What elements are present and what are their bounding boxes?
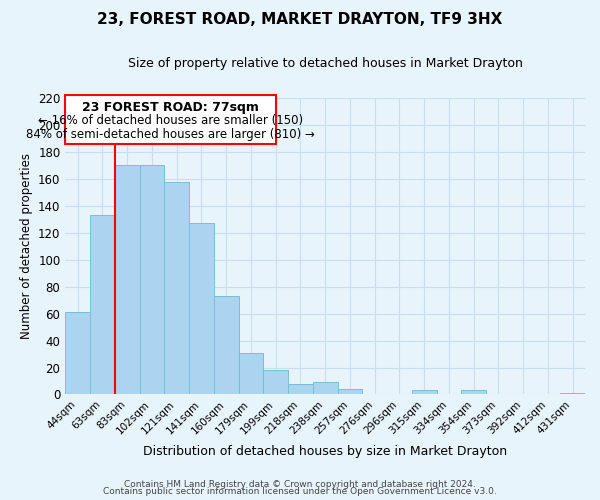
X-axis label: Distribution of detached houses by size in Market Drayton: Distribution of detached houses by size …: [143, 444, 507, 458]
Bar: [560, 393, 585, 394]
Bar: [115, 166, 140, 394]
Text: 23 FOREST ROAD: 77sqm: 23 FOREST ROAD: 77sqm: [82, 101, 259, 114]
Bar: [313, 382, 338, 394]
Bar: [461, 390, 486, 394]
Bar: [214, 296, 239, 394]
Text: ← 16% of detached houses are smaller (150): ← 16% of detached houses are smaller (15…: [38, 114, 303, 128]
Bar: [90, 216, 115, 394]
Text: Contains public sector information licensed under the Open Government Licence v3: Contains public sector information licen…: [103, 487, 497, 496]
Bar: [263, 370, 288, 394]
FancyBboxPatch shape: [65, 96, 275, 144]
Text: 23, FOREST ROAD, MARKET DRAYTON, TF9 3HX: 23, FOREST ROAD, MARKET DRAYTON, TF9 3HX: [97, 12, 503, 28]
Text: Contains HM Land Registry data © Crown copyright and database right 2024.: Contains HM Land Registry data © Crown c…: [124, 480, 476, 489]
Bar: [140, 166, 164, 394]
Bar: [338, 389, 362, 394]
Text: 84% of semi-detached houses are larger (810) →: 84% of semi-detached houses are larger (…: [26, 128, 315, 141]
Title: Size of property relative to detached houses in Market Drayton: Size of property relative to detached ho…: [128, 58, 523, 70]
Bar: [65, 312, 90, 394]
Bar: [412, 390, 437, 394]
Bar: [164, 182, 189, 394]
Bar: [239, 352, 263, 395]
Bar: [189, 224, 214, 394]
Bar: [288, 384, 313, 394]
Y-axis label: Number of detached properties: Number of detached properties: [20, 154, 32, 340]
